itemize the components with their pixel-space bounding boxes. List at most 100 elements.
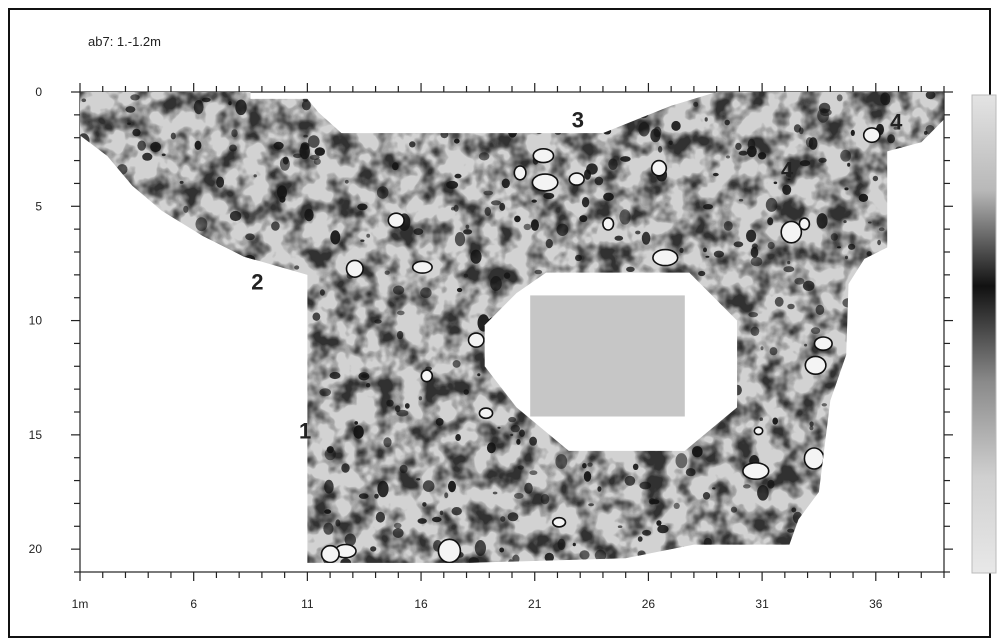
anomaly-blob (769, 347, 778, 356)
anomaly-blob (685, 468, 696, 477)
anomaly-blob (872, 175, 879, 182)
anomaly-blob (887, 134, 895, 144)
anomaly-blob (404, 403, 410, 409)
anomaly-blob (499, 202, 506, 211)
colorbar (971, 94, 997, 574)
anomaly-blob (657, 146, 663, 153)
anomaly-blob (468, 557, 480, 563)
anomaly-blob (194, 140, 202, 150)
anomaly-blob (293, 153, 303, 159)
anomaly-blob (432, 516, 442, 523)
anomaly-blob (358, 493, 369, 499)
anomaly-blob (376, 186, 389, 199)
anomaly-blob (392, 528, 404, 538)
anomaly-blob (868, 221, 872, 224)
anomaly-blob (765, 197, 778, 212)
anomaly-blob (815, 304, 825, 315)
anomaly-blob (880, 92, 891, 106)
anomaly-blob (358, 372, 370, 381)
anomaly-blob (581, 197, 590, 208)
anomaly-ring (411, 260, 433, 274)
anomaly-blob (772, 417, 778, 425)
anomaly-blob (340, 558, 352, 563)
anomaly-blob (483, 190, 494, 196)
anomaly-blob (597, 486, 602, 492)
anomaly-blob (409, 141, 416, 148)
anomaly-blob (491, 200, 501, 206)
anomaly-blob (783, 266, 795, 273)
anomaly-blob (279, 195, 286, 203)
anomaly-blob (524, 482, 533, 494)
anomaly-ring (650, 159, 668, 177)
anomaly-blob (312, 312, 321, 321)
anomaly-blob (808, 137, 818, 150)
anomaly-blob (330, 230, 341, 245)
anomaly-blob (137, 140, 146, 151)
anomaly-blob (858, 193, 869, 202)
anomaly-blob (673, 502, 680, 509)
anomaly-blob (392, 162, 399, 171)
anomaly-blob (759, 417, 764, 422)
anomaly-blob (579, 550, 590, 560)
x-tick-label: 31 (755, 597, 769, 611)
anomaly-blob (850, 129, 855, 136)
anomaly-blob (698, 270, 706, 277)
anomaly-blob (335, 519, 341, 527)
anomaly-blob (463, 389, 469, 395)
anomaly-blob (463, 229, 473, 235)
anomaly-blob (193, 100, 204, 115)
anomaly-blob (668, 140, 673, 146)
anomaly-blob (760, 346, 764, 351)
anomaly-blob (693, 101, 699, 107)
anomaly-blob (510, 433, 514, 437)
anomaly-blob (456, 287, 463, 293)
anomaly-blob (477, 373, 481, 377)
excavation-block (530, 295, 685, 417)
anomaly-blob (617, 525, 623, 528)
anomaly-blob (179, 180, 184, 184)
anomaly-blob (704, 117, 708, 122)
anomaly-blob (396, 409, 409, 417)
anomaly-blob (216, 176, 225, 188)
anomaly-blob (324, 479, 334, 494)
anomaly-blob (448, 480, 456, 493)
anomaly-blob (713, 250, 725, 258)
anomaly-blob (794, 277, 805, 285)
anomaly-blob (490, 276, 502, 291)
anomaly-blob (786, 173, 791, 177)
anomaly-blob (229, 144, 237, 152)
anomaly-blob (588, 503, 594, 507)
anomaly-blob (642, 529, 652, 536)
anomaly-blob (733, 241, 744, 248)
anomaly-blob (641, 231, 651, 245)
anomaly-blob (845, 255, 848, 260)
anomaly-blob (360, 239, 365, 242)
anomaly-blob (866, 251, 872, 257)
anomaly-blob (750, 256, 763, 267)
anomaly-ring (532, 148, 555, 164)
anomaly-blob (836, 94, 843, 102)
anomaly-blob (253, 174, 257, 178)
anomaly-blob (503, 272, 511, 279)
chart-title: ab7: 1.-1.2m (88, 34, 161, 49)
anomaly-blob (366, 233, 371, 238)
anomaly-blob (512, 554, 520, 563)
anomaly-blob (543, 192, 555, 200)
anomaly-blob (393, 285, 405, 295)
anomaly-blob (746, 229, 757, 243)
anomaly-blob (303, 134, 308, 138)
anomaly-ring (803, 447, 825, 470)
anomaly-blob (724, 119, 730, 126)
anomaly-blob (620, 156, 631, 162)
anomaly-blob (637, 536, 643, 542)
anomaly-blob (619, 209, 631, 225)
zone-label: 1 (299, 418, 311, 443)
anomaly-blob (767, 217, 774, 226)
anomaly-blob (738, 150, 748, 156)
anomaly-blob (374, 319, 382, 324)
anomaly-blob (453, 204, 459, 212)
anomaly-blob (544, 552, 554, 563)
anomaly-blob (703, 204, 713, 210)
y-tick-label: 15 (29, 428, 43, 442)
